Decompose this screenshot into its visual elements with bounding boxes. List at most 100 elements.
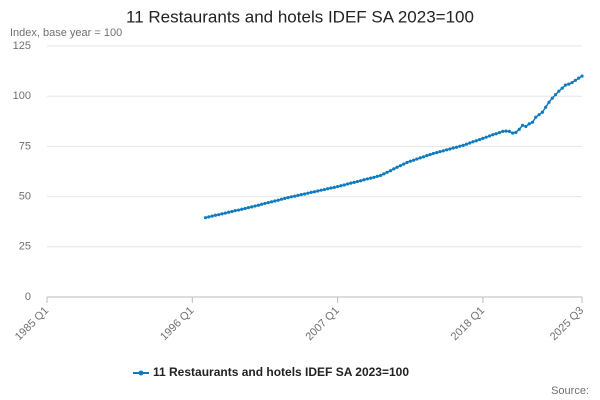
point [454, 145, 459, 149]
point [398, 164, 402, 168]
point [563, 83, 568, 87]
point [540, 110, 544, 114]
point [507, 129, 511, 133]
point [395, 165, 399, 169]
point [504, 129, 508, 133]
point [240, 207, 244, 211]
point [544, 105, 548, 109]
point [474, 139, 478, 143]
point [392, 167, 396, 171]
point [372, 175, 376, 179]
point [213, 213, 218, 217]
point [260, 202, 264, 206]
point [580, 74, 584, 78]
point [511, 131, 515, 135]
point [537, 113, 541, 117]
x-tick-label: 2007 Q1 [303, 305, 341, 343]
point [484, 135, 488, 139]
point [408, 159, 412, 163]
point [203, 216, 208, 220]
point [326, 187, 330, 191]
point [425, 154, 429, 158]
point [302, 192, 307, 196]
chart-title: 11 Restaurants and hotels IDEF SA 2023=1… [126, 7, 474, 26]
point [250, 205, 254, 209]
point [478, 137, 482, 142]
point [263, 201, 267, 206]
point [316, 189, 320, 193]
y-tick-label: 125 [13, 40, 31, 52]
point [501, 129, 505, 133]
point [431, 151, 435, 156]
point [269, 200, 274, 204]
point [233, 209, 237, 213]
point [471, 140, 475, 144]
point [223, 211, 227, 215]
legend-swatch-dot [138, 370, 144, 376]
point [494, 132, 498, 136]
point [497, 130, 502, 135]
point [359, 179, 363, 183]
point [253, 204, 257, 208]
point [339, 184, 343, 188]
point [461, 143, 465, 147]
point [220, 212, 224, 216]
point [570, 80, 574, 85]
point [438, 150, 442, 154]
legend-label: 11 Restaurants and hotels IDEF SA 2023=1… [153, 365, 409, 379]
point [388, 169, 393, 173]
point [309, 190, 313, 194]
point [296, 193, 300, 197]
x-tick-label: 1996 Q1 [158, 305, 196, 343]
point [256, 203, 260, 207]
point [468, 141, 472, 145]
y-tick-label: 100 [13, 90, 31, 102]
point [517, 127, 521, 131]
point [246, 206, 251, 210]
point [362, 178, 366, 182]
point [319, 188, 323, 192]
point [567, 82, 571, 86]
point [217, 213, 221, 217]
point [329, 186, 333, 190]
point [435, 151, 439, 155]
point [230, 209, 234, 214]
point [349, 181, 353, 185]
point [520, 123, 525, 127]
point [365, 177, 369, 181]
point [428, 153, 432, 157]
point [577, 76, 581, 80]
y-tick-label: 0 [25, 291, 31, 303]
point [402, 162, 406, 166]
point [273, 199, 277, 203]
point [279, 197, 284, 201]
point [385, 170, 389, 174]
point [464, 142, 469, 146]
point [441, 149, 445, 153]
point [411, 158, 416, 162]
point [375, 174, 379, 178]
point [382, 172, 386, 176]
point [491, 133, 495, 137]
point [458, 144, 462, 148]
point [345, 182, 350, 186]
x-tick-label: 2025 Q3 [548, 305, 586, 343]
point [210, 214, 214, 218]
point [444, 148, 449, 152]
source: Source: [551, 385, 589, 397]
point [451, 146, 455, 150]
point [286, 196, 290, 200]
y-tick-label: 50 [19, 191, 31, 203]
y-tick-label: 75 [19, 140, 31, 152]
point [534, 115, 538, 119]
point [481, 136, 485, 140]
point [547, 100, 551, 104]
point [243, 206, 247, 211]
point [276, 198, 280, 202]
point [352, 180, 356, 184]
point [332, 185, 336, 189]
point [553, 92, 558, 97]
point [418, 156, 422, 160]
point [415, 157, 419, 161]
